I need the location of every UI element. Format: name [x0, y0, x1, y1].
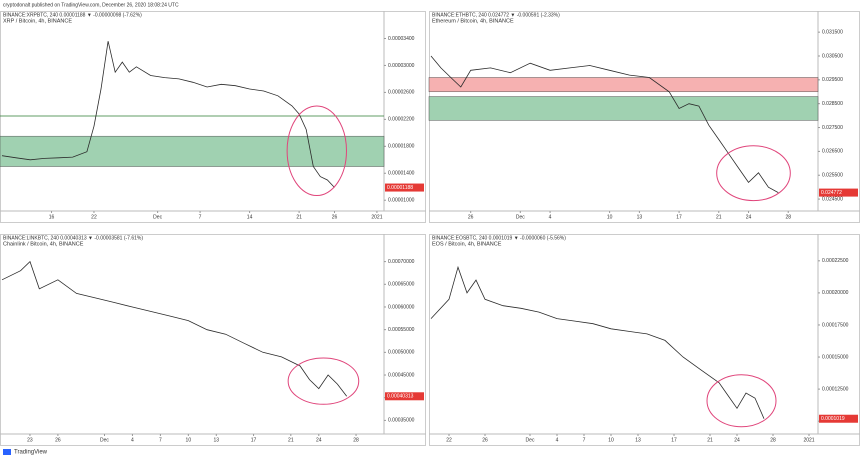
price-tag: 0.024772	[821, 190, 842, 196]
y-tick-label: 0.00050000	[388, 350, 415, 356]
x-tick-label: 26	[482, 437, 488, 443]
x-tick-label: 10	[607, 214, 613, 220]
x-tick-label: 21	[716, 214, 722, 220]
x-tick-label: 21	[288, 437, 294, 443]
x-tick-label: 2021	[803, 437, 814, 443]
zone	[428, 77, 819, 93]
chart-title: EOS / Bitcoin, 4h, BINANCE	[432, 241, 502, 247]
y-tick-label: 0.00055000	[388, 327, 415, 333]
price-tag: 0.00040313	[387, 394, 414, 400]
x-tick-label: 26	[468, 214, 474, 220]
x-tick-label: 17	[676, 214, 682, 220]
x-tick-label: 23	[27, 437, 33, 443]
symbol-info: BINANCE:ETHBTC, 240 0.024772 ▼ -0.000591…	[432, 12, 560, 18]
y-tick-label: 0.00017500	[822, 322, 849, 328]
pane-border	[0, 234, 426, 446]
x-tick-label: 2021	[371, 214, 382, 220]
price-line	[430, 55, 779, 193]
x-tick-label: 13	[637, 214, 643, 220]
y-tick-label: 0.00060000	[388, 304, 415, 310]
pane-border	[0, 11, 426, 223]
y-tick-label: 0.00045000	[388, 372, 415, 378]
zone	[0, 135, 385, 167]
chart-title: Chainlink / Bitcoin, 4h, BINANCE	[3, 241, 84, 247]
price-tag: 0.0001019	[821, 416, 845, 422]
x-tick-label: 7	[159, 437, 162, 443]
y-tick-label: 0.00022500	[822, 258, 849, 264]
y-tick-label: 0.028500	[822, 101, 843, 107]
y-tick-label: 0.025500	[822, 173, 843, 179]
x-tick-label: 24	[734, 437, 740, 443]
x-tick-label: 24	[746, 214, 752, 220]
x-tick-label: 24	[316, 437, 322, 443]
y-tick-label: 0.00002600	[388, 90, 415, 96]
zone	[428, 96, 819, 121]
price-tag-bg	[385, 392, 424, 401]
x-tick-label: 16	[49, 214, 55, 220]
x-tick-label: 26	[55, 437, 61, 443]
x-tick-label: 21	[707, 437, 713, 443]
y-tick-label: 0.00003000	[388, 63, 415, 69]
x-tick-label: 10	[186, 437, 192, 443]
x-tick-label: Dec	[526, 437, 535, 443]
x-tick-label: 4	[556, 437, 559, 443]
chart-title: Ethereum / Bitcoin, 4h, BINANCE	[432, 18, 514, 24]
y-tick-label: 0.00015000	[822, 354, 849, 360]
y-tick-label: 0.00065000	[388, 282, 415, 288]
symbol-info: BINANCE:LINKBTC, 240 0.00040313 ▼ -0.000…	[3, 235, 143, 241]
x-tick-label: 4	[549, 214, 552, 220]
x-tick-label: 26	[332, 214, 338, 220]
x-tick-label: 14	[247, 214, 253, 220]
x-tick-label: 17	[251, 437, 257, 443]
x-tick-label: 28	[785, 214, 791, 220]
x-tick-label: 22	[91, 214, 97, 220]
x-tick-label: 17	[671, 437, 677, 443]
x-tick-label: 28	[770, 437, 776, 443]
annotation-circle	[286, 105, 347, 197]
y-tick-label: 0.024500	[822, 196, 843, 202]
y-tick-label: 0.00003400	[388, 36, 415, 42]
x-tick-label: 7	[199, 214, 202, 220]
y-tick-label: 0.00002200	[388, 117, 415, 123]
y-tick-label: 0.031500	[822, 29, 843, 35]
x-tick-label: 21	[296, 214, 302, 220]
price-tag: 0.00001188	[387, 185, 413, 191]
x-tick-label: Dec	[516, 214, 525, 220]
annotation-circle	[287, 357, 360, 405]
x-tick-label: 7	[583, 437, 586, 443]
y-tick-label: 0.026500	[822, 149, 843, 155]
symbol-info: BINANCE:XRPBTC, 240 0.00001188 ▼ -0.0000…	[3, 12, 142, 18]
y-tick-label: 0.00070000	[388, 259, 415, 265]
y-tick-label: 0.029500	[822, 77, 843, 83]
y-tick-label: 0.00035000	[388, 418, 415, 424]
x-tick-label: 13	[635, 437, 641, 443]
logo	[3, 449, 11, 455]
symbol-info: BINANCE:EOSBTC, 240 0.0001019 ▼ -0.00000…	[432, 235, 566, 241]
x-tick-label: 28	[353, 437, 359, 443]
price-tag-bg	[819, 414, 858, 423]
x-tick-label: 4	[131, 437, 134, 443]
y-tick-label: 0.00001000	[388, 198, 415, 204]
y-tick-label: 0.00001400	[388, 171, 415, 177]
y-tick-label: 0.00001800	[388, 144, 415, 150]
price-line	[430, 265, 765, 419]
y-tick-label: 0.00020000	[822, 290, 849, 296]
header: cryptodonalt published on TradingView.co…	[3, 2, 179, 8]
footer: TradingView	[14, 450, 48, 456]
price-tag-bg	[385, 183, 424, 192]
y-tick-label: 0.030500	[822, 53, 843, 59]
chart-title: XRP / Bitcoin, 4h, BINANCE	[3, 18, 72, 24]
annotation-circle	[706, 374, 777, 428]
y-tick-label: 0.027500	[822, 125, 843, 131]
x-tick-label: 10	[608, 437, 614, 443]
x-tick-label: Dec	[153, 214, 162, 220]
x-tick-label: 13	[214, 437, 220, 443]
y-tick-label: 0.00012500	[822, 386, 849, 392]
x-tick-label: 22	[446, 437, 452, 443]
annotation-circle	[716, 145, 791, 202]
price-line	[1, 260, 348, 397]
x-tick-label: Dec	[100, 437, 109, 443]
price-tag-bg	[819, 188, 858, 197]
